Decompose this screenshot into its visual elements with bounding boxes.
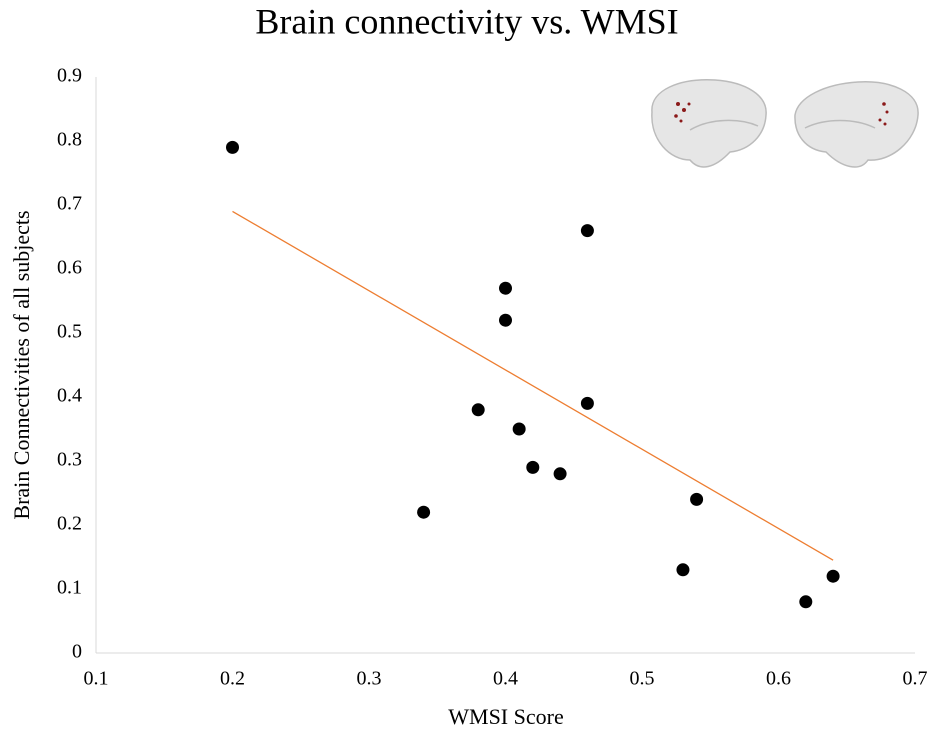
x-tick-label: 0.6 bbox=[766, 668, 791, 690]
trendline bbox=[232, 210, 834, 561]
x-tick-label: 0.7 bbox=[903, 668, 928, 690]
scatter-point bbox=[526, 460, 540, 474]
scatter-point bbox=[226, 140, 239, 154]
y-tick-label: 0 bbox=[72, 641, 82, 663]
scatter-point bbox=[471, 403, 485, 417]
scatter-point bbox=[499, 313, 512, 327]
scatter-point bbox=[417, 505, 431, 519]
x-tick-label: 0.2 bbox=[220, 668, 245, 690]
scatter-point bbox=[580, 396, 594, 410]
y-tick-label: 0.8 bbox=[57, 129, 82, 151]
y-tick-label: 0.1 bbox=[57, 577, 82, 599]
scatter-point bbox=[690, 492, 704, 506]
scatter-point bbox=[553, 467, 567, 481]
y-tick-label: 0.4 bbox=[57, 385, 82, 407]
brain-images bbox=[651, 79, 919, 168]
y-tick-label: 0.6 bbox=[57, 257, 82, 279]
x-tick-label: 0.3 bbox=[357, 668, 382, 690]
scatter-point bbox=[512, 422, 526, 436]
scatter-point bbox=[499, 281, 512, 295]
y-tick-label: 0.3 bbox=[57, 449, 82, 471]
y-tick-label: 0.9 bbox=[57, 65, 82, 87]
x-tick-label: 0.5 bbox=[630, 668, 655, 690]
x-tick-label: 0.4 bbox=[493, 668, 518, 690]
scatter-point bbox=[580, 224, 594, 238]
y-tick-label: 0.5 bbox=[57, 321, 82, 343]
y-tick-label: 0.2 bbox=[57, 513, 82, 535]
chart-title: Brain connectivity vs. WMSI bbox=[255, 1, 678, 41]
scatter-point bbox=[676, 563, 690, 577]
y-axis-label: Brain Connectivities of all subjects bbox=[9, 210, 34, 519]
x-tick-label: 0.1 bbox=[84, 668, 109, 690]
y-tick-label: 0.7 bbox=[57, 193, 82, 215]
scatter-point bbox=[799, 595, 813, 609]
x-axis-label: WMSI Score bbox=[448, 704, 563, 729]
scatter-point bbox=[826, 569, 840, 583]
